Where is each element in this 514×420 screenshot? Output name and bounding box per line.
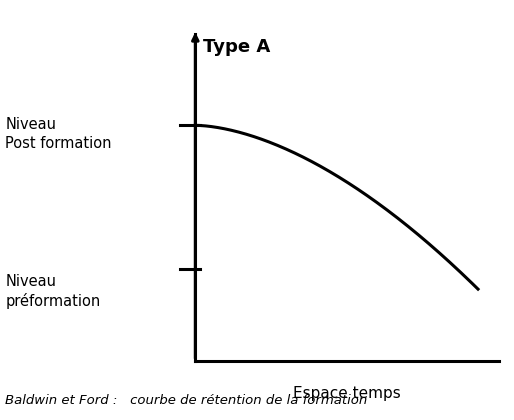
Text: Niveau
préformation: Niveau préformation [5,274,100,309]
Text: Niveau
Post formation: Niveau Post formation [5,117,112,150]
Text: Espace temps: Espace temps [293,386,401,402]
Text: Type A: Type A [203,38,270,56]
Text: Baldwin et Ford :   courbe de rétention de la formation: Baldwin et Ford : courbe de rétention de… [5,394,368,407]
